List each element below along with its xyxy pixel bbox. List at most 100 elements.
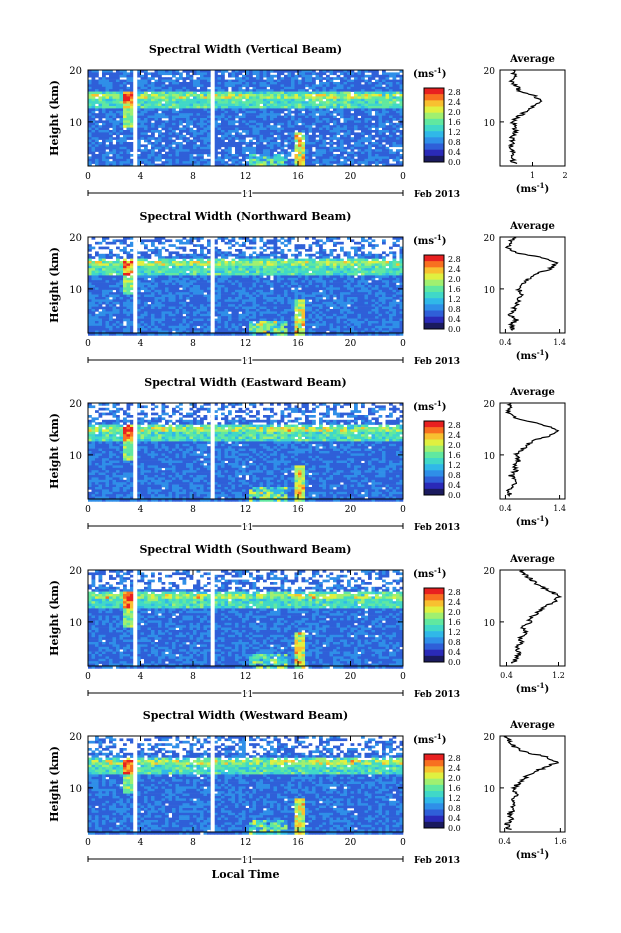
heatmap-cell: [386, 254, 390, 257]
heatmap-cell: [92, 84, 96, 87]
heatmap-cell: [99, 118, 103, 121]
heatmap-cell: [393, 254, 397, 257]
heatmap-cell: [249, 77, 253, 80]
heatmap-cell: [295, 87, 299, 90]
heatmap-cell: [330, 113, 334, 116]
heatmap-cell: [358, 285, 362, 288]
heatmap-cell: [270, 77, 274, 80]
heatmap-cell: [319, 108, 323, 111]
heatmap-cell: [246, 266, 250, 269]
heatmap-cell: [88, 94, 92, 97]
heatmap-cell: [312, 242, 316, 245]
heatmap-cell: [263, 161, 267, 164]
heatmap-cell: [106, 135, 110, 138]
heatmap-cell: [277, 96, 281, 99]
heatmap-cell: [102, 120, 106, 123]
heatmap-cell: [120, 84, 124, 87]
heatmap-cell: [232, 159, 236, 162]
heatmap-cell: [372, 130, 376, 133]
heatmap-cell: [200, 140, 204, 143]
heatmap-cell: [207, 271, 211, 274]
heatmap-cell: [155, 249, 159, 252]
heatmap-cell: [120, 292, 124, 295]
heatmap-cell: [361, 275, 365, 278]
heatmap-cell: [267, 77, 271, 80]
heatmap-cell: [267, 111, 271, 114]
heatmap-cell: [375, 140, 379, 143]
heatmap-cell: [232, 108, 236, 111]
heatmap-cell: [382, 132, 386, 135]
heatmap-cell: [204, 254, 208, 257]
heatmap-cell: [361, 259, 365, 262]
heatmap-cell: [368, 283, 372, 286]
heatmap-cell: [389, 271, 393, 274]
heatmap-cell: [200, 261, 204, 264]
heatmap-cell: [183, 273, 187, 276]
heatmap-cell: [113, 130, 117, 133]
heatmap-cell: [263, 80, 267, 83]
heatmap-cell: [183, 89, 187, 92]
heatmap-cell: [242, 244, 246, 247]
heatmap-cell: [246, 161, 250, 164]
heatmap-cell: [102, 247, 106, 250]
heatmap-cell: [186, 120, 190, 123]
heatmap-cell: [295, 249, 299, 252]
heatmap-cell: [354, 94, 358, 97]
heatmap-cell: [106, 106, 110, 109]
heatmap-cell: [323, 285, 327, 288]
heatmap-cell: [172, 273, 176, 276]
heatmap-cell: [347, 101, 351, 104]
heatmap-cell: [92, 280, 96, 283]
heatmap-cell: [151, 249, 155, 252]
heatmap-cell: [340, 275, 344, 278]
heatmap-cell: [375, 123, 379, 126]
heatmap-cell: [172, 132, 176, 135]
profile-y-tick-label: 10: [484, 119, 496, 129]
heatmap-cell: [302, 113, 306, 116]
heatmap-cell: [344, 72, 348, 75]
heatmap-cell: [176, 239, 180, 242]
heatmap-cell: [109, 135, 113, 138]
heatmap-cell: [137, 120, 141, 123]
heatmap-cell: [333, 154, 337, 157]
heatmap-cell: [358, 268, 362, 271]
heatmap-cell: [253, 125, 257, 128]
heatmap-cell: [190, 135, 194, 138]
heatmap-cell: [200, 113, 204, 116]
heatmap-cell: [95, 120, 99, 123]
heatmap-cell: [298, 263, 302, 266]
heatmap-cell: [281, 77, 285, 80]
heatmap-cell: [165, 266, 169, 269]
heatmap-cell: [116, 290, 120, 293]
heatmap-cell: [309, 268, 313, 271]
heatmap-cell: [246, 144, 250, 147]
heatmap-cell: [109, 87, 113, 90]
heatmap-cell: [263, 89, 267, 92]
heatmap-cell: [382, 135, 386, 138]
heatmap-cell: [144, 118, 148, 121]
heatmap-cell: [158, 132, 162, 135]
heatmap-cell: [246, 113, 250, 116]
heatmap-cell: [267, 116, 271, 119]
heatmap-cell: [347, 290, 351, 293]
heatmap-cell: [277, 239, 281, 242]
heatmap-cell: [319, 118, 323, 121]
heatmap-cell: [319, 244, 323, 247]
heatmap-cell: [193, 285, 197, 288]
heatmap-cell: [351, 113, 355, 116]
heatmap-cell: [95, 108, 99, 111]
heatmap-cell: [162, 247, 166, 250]
heatmap-cell: [116, 75, 120, 78]
heatmap-cell: [396, 123, 400, 126]
heatmap-cell: [204, 84, 208, 87]
heatmap-cell: [330, 104, 334, 107]
heatmap-cell: [382, 75, 386, 78]
heatmap-cell: [148, 249, 152, 252]
heatmap-cell: [162, 125, 166, 128]
heatmap-cell: [368, 152, 372, 155]
heatmap-cell: [113, 292, 117, 295]
heatmap-cell: [389, 144, 393, 147]
heatmap-cell: [197, 84, 201, 87]
heatmap-cell: [256, 263, 260, 266]
heatmap-cell: [197, 244, 201, 247]
